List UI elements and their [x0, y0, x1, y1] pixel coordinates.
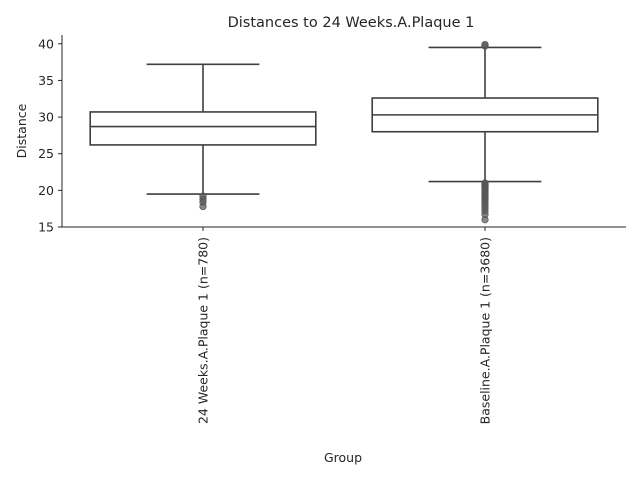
y-axis-label: Distance: [14, 103, 29, 158]
y-tick-label: 15: [38, 220, 54, 235]
box-group: [89, 63, 317, 211]
x-tick-label: Baseline.A.Plaque 1 (n=3680): [478, 237, 493, 424]
chart-title: Distances to 24 Weeks.A.Plaque 1: [228, 15, 475, 31]
outlier-point: [481, 215, 489, 224]
x-tick-label: 24 Weeks.A.Plaque 1 (n=780): [196, 237, 211, 424]
y-tick-label: 25: [38, 146, 54, 161]
y-ticks-layer: 15 20 25 30 35 40: [38, 36, 62, 235]
y-tick-label: 40: [38, 36, 54, 51]
y-tick-label: 30: [38, 110, 54, 125]
outlier-point: [481, 40, 489, 49]
x-axis-label: Group: [324, 450, 362, 465]
box-group: [371, 40, 599, 224]
x-ticks-layer: 24 Weeks.A.Plaque 1 (n=780) Baseline.A.Pl…: [196, 227, 493, 424]
box-iqr: [89, 111, 317, 146]
outlier-point: [199, 202, 207, 211]
y-tick-label: 20: [38, 183, 54, 198]
y-tick-label: 35: [38, 73, 54, 88]
boxes-layer: [89, 40, 599, 224]
